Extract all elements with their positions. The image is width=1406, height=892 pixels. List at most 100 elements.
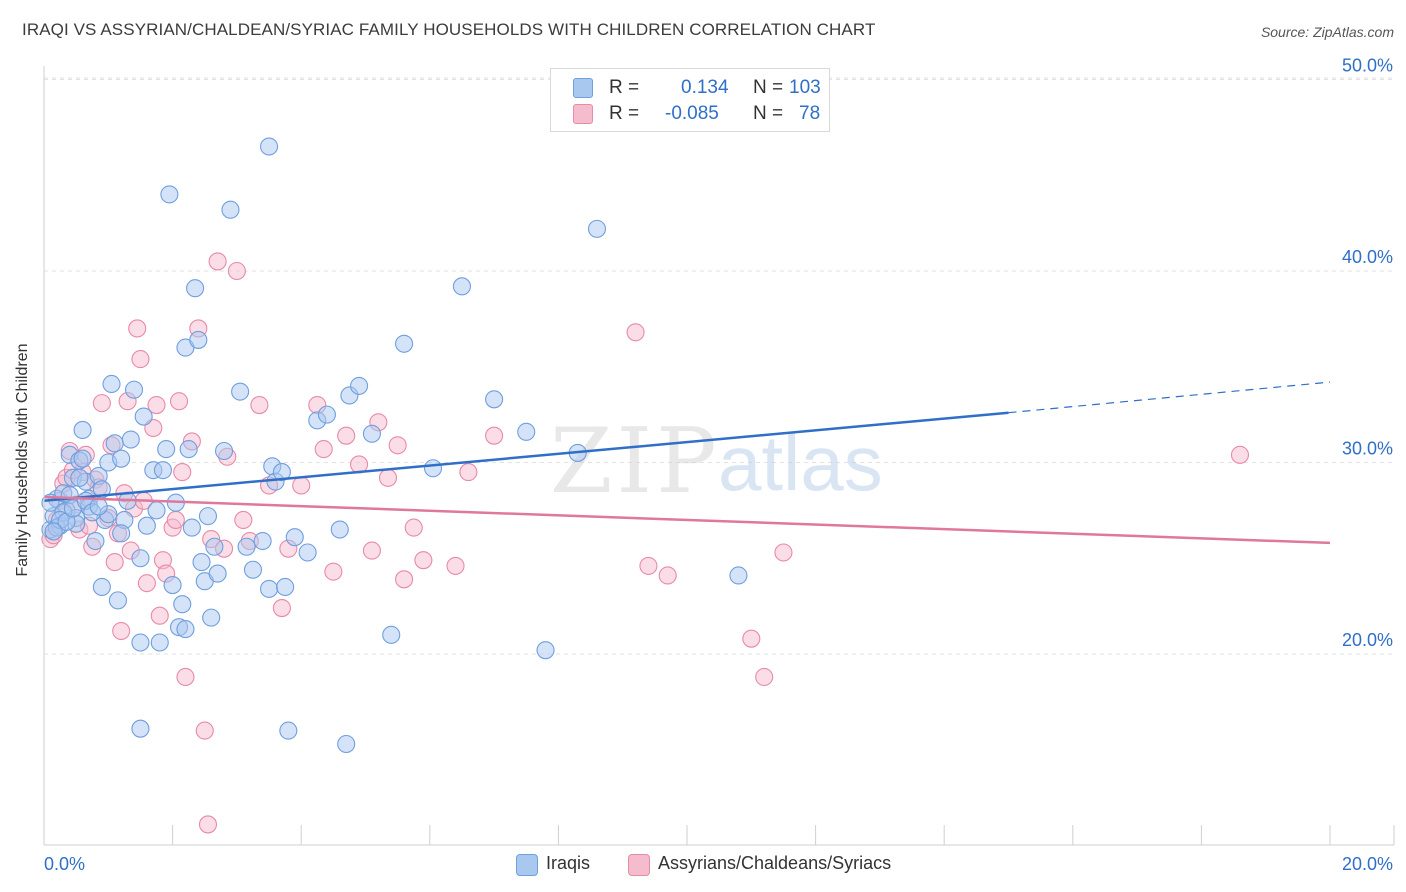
legend-r-value: -0.085 [665, 103, 719, 124]
point-iraqis [189, 330, 208, 349]
point-assyrians [395, 570, 414, 589]
point-iraqis [362, 424, 381, 443]
point-iraqis [350, 376, 369, 395]
point-assyrians [166, 510, 185, 530]
point-iraqis [423, 459, 443, 478]
point-iraqis [86, 531, 105, 551]
point-assyrians [92, 394, 111, 413]
trend-line-iraqis-extension [1008, 381, 1331, 414]
point-iraqis [131, 549, 150, 568]
y-tick-label: 50.0% [1342, 56, 1393, 76]
point-iraqis [192, 553, 211, 572]
point-iraqis [272, 463, 291, 482]
point-assyrians [272, 598, 291, 618]
point-assyrians [105, 553, 124, 572]
y-tick-label: 20.0% [1342, 630, 1393, 650]
point-assyrians [173, 463, 192, 482]
point-iraqis [157, 440, 176, 459]
point-iraqis [150, 633, 169, 652]
x-tick-label: 0.0% [44, 854, 85, 874]
point-iraqis [259, 579, 279, 598]
point-iraqis [70, 468, 89, 487]
point-iraqis [176, 620, 195, 639]
point-assyrians [337, 426, 356, 445]
point-iraqis [382, 625, 401, 644]
point-assyrians [755, 667, 774, 687]
point-assyrians [227, 261, 246, 281]
point-assyrians [362, 541, 381, 560]
axes: 20.0% 30.0% 40.0% 50.0% 0.0% 20.0% [43, 56, 1395, 874]
point-assyrians [388, 436, 407, 455]
point-iraqis [105, 434, 124, 453]
point-assyrians [658, 566, 677, 585]
point-iraqis [173, 595, 192, 614]
series-assyrians-points [41, 252, 1250, 834]
point-iraqis [208, 564, 227, 583]
point-assyrians [147, 395, 166, 415]
point-iraqis [112, 524, 131, 543]
point-iraqis [153, 461, 173, 480]
point-assyrians [195, 721, 214, 740]
point-iraqis [276, 577, 295, 597]
legend-n-label: N = [753, 103, 784, 124]
legend-n-value: 103 [789, 77, 821, 98]
point-iraqis [221, 200, 240, 219]
trend-line-iraqis [43, 411, 1009, 503]
point-iraqis [243, 560, 263, 579]
point-iraqis [131, 719, 150, 738]
point-iraqis [330, 520, 349, 539]
point-assyrians [1230, 445, 1250, 464]
legend-swatch-pink [573, 104, 593, 124]
point-iraqis [452, 277, 472, 296]
point-assyrians [208, 252, 227, 271]
point-assyrians [128, 319, 147, 338]
point-iraqis [124, 380, 144, 399]
point-assyrians [198, 815, 218, 834]
point-iraqis [285, 528, 304, 547]
point-iraqis [337, 734, 356, 754]
point-assyrians [292, 476, 311, 495]
point-assyrians [414, 551, 433, 570]
point-assyrians [112, 621, 131, 641]
point-iraqis [163, 576, 182, 595]
point-iraqis [237, 537, 256, 556]
point-assyrians [131, 350, 150, 369]
point-iraqis [317, 405, 336, 424]
point-iraqis [102, 374, 121, 394]
point-iraqis [160, 185, 179, 204]
source-label: Source: ZipAtlas.com [1260, 24, 1394, 40]
point-iraqis [536, 641, 555, 660]
point-iraqis [517, 422, 536, 441]
point-iraqis [73, 420, 92, 439]
legend-swatch-blue [573, 78, 593, 98]
point-assyrians [626, 323, 645, 342]
point-iraqis [259, 137, 279, 156]
point-iraqis [179, 440, 198, 459]
point-iraqis [231, 382, 250, 401]
point-iraqis [186, 279, 205, 298]
legend-r-label: R = [609, 103, 640, 124]
point-iraqis [298, 543, 317, 562]
legend-r-label: R = [609, 77, 640, 98]
point-iraqis [137, 516, 156, 535]
point-assyrians [446, 556, 465, 575]
legend-label-iraqis: Iraqis [546, 853, 591, 873]
chart-title: IRAQI VS ASSYRIAN/CHALDEAN/SYRIAC FAMILY… [22, 20, 876, 39]
point-iraqis [121, 430, 140, 449]
point-iraqis [182, 518, 201, 537]
point-iraqis [131, 633, 150, 652]
point-assyrians [378, 468, 398, 487]
point-iraqis [89, 497, 108, 516]
point-iraqis [73, 449, 92, 468]
point-iraqis [587, 219, 607, 238]
point-assyrians [485, 426, 504, 445]
correlation-legend: R = 0.134 N = 103 R = -0.085 N = 78 [550, 68, 830, 132]
watermark-atlas: atlas [718, 419, 883, 507]
point-assyrians [314, 440, 333, 459]
legend-n-label: N = [753, 77, 784, 98]
trend-line-assyrians [43, 495, 1331, 545]
y-tick-label: 30.0% [1342, 439, 1393, 459]
point-iraqis [395, 334, 414, 353]
point-assyrians [169, 392, 189, 411]
